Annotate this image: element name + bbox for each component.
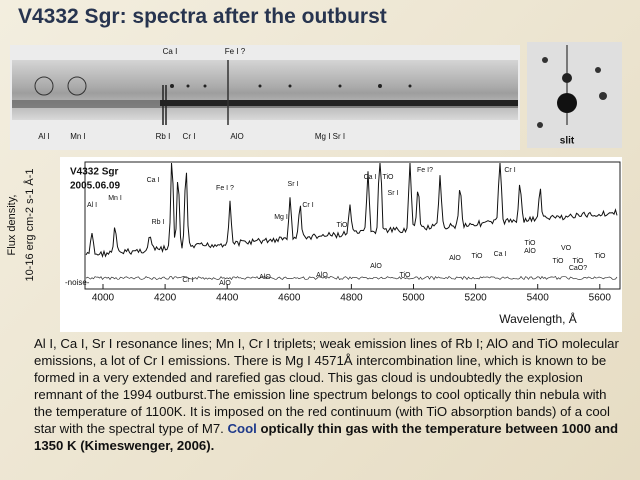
line-label: Rb I — [152, 219, 165, 226]
line-label: AlO — [316, 272, 328, 279]
slit-label: slit — [560, 136, 575, 147]
x-tick-label: 4400 — [216, 293, 239, 304]
strip-label: Al I — [38, 132, 50, 141]
line-label: Ca I — [364, 174, 377, 181]
x-tick-label: 4600 — [278, 293, 301, 304]
x-tick-label: 5400 — [527, 293, 550, 304]
x-tick-label: 5200 — [464, 293, 487, 304]
x-tick-label: 4000 — [92, 293, 115, 304]
line-label: TiO — [382, 174, 394, 181]
line-label: VO — [561, 245, 572, 252]
x-tick-label: 4200 — [154, 293, 177, 304]
line-label: TiO — [336, 222, 348, 229]
x-tick-label: 5600 — [589, 293, 612, 304]
line-label: Cr I — [302, 202, 313, 209]
spectrum-panel — [60, 157, 622, 332]
strip-label: Fe I ? — [225, 47, 246, 56]
line-label: TiO — [572, 258, 584, 265]
line-label: AlO — [524, 248, 536, 255]
line-label: Al I — [87, 202, 97, 209]
line-label: AlO — [259, 274, 271, 281]
line-label: TiO — [399, 272, 411, 279]
noise-label: -noise- — [65, 278, 90, 287]
strip-label: Mg I Sr I — [315, 132, 345, 141]
line-label: Cr I — [504, 167, 515, 174]
line-label: AlO — [219, 280, 231, 287]
line-label: Mn I — [108, 195, 122, 202]
strip-label: Cr I — [183, 132, 196, 141]
line-label: Sr I — [288, 181, 299, 188]
figures: Ca I Fe I ? Al I Mn I Rb I Cr I AlO Mg I Sr I sl… — [5, 42, 622, 332]
line-label: Fe I ? — [216, 185, 234, 192]
line-label: AlO — [370, 263, 382, 270]
x-tick-label: 5000 — [402, 293, 425, 304]
line-label: TiO — [594, 253, 606, 260]
line-label: AlO — [449, 255, 461, 262]
y-axis-label: 10-16 erg cm-2 s-1 Å-1 — [23, 168, 36, 281]
line-label: Cr I — [182, 277, 193, 284]
line-label: Mg I — [274, 214, 288, 221]
line-label: Ca I — [147, 177, 160, 184]
line-label: Sr I — [388, 190, 399, 197]
highlight: Cool — [227, 421, 257, 436]
line-label: Fe I? — [417, 167, 433, 174]
strip-label: AlO — [230, 132, 243, 141]
slide-title: V4332 Sgr: spectra after the outburst — [18, 5, 387, 28]
noise-curve — [85, 275, 618, 281]
conclusion: optically thin gas with the temperature … — [34, 421, 619, 453]
date-label: 2005.06.09 — [70, 181, 120, 192]
x-tick-label: 4800 — [340, 293, 363, 304]
object-label: V4332 Sgr — [70, 167, 118, 178]
body-text: Al I, Ca I, Sr I resonance lines; Mn I, … — [34, 335, 624, 454]
strip-label: Rb I — [156, 132, 171, 141]
y-axis-label: Flux density, — [6, 195, 18, 256]
line-label: TiO — [524, 240, 536, 247]
line-label: TiO — [471, 253, 483, 260]
line-label: TiO — [552, 258, 564, 265]
paragraph: Al I, Ca I, Sr I resonance lines; Mn I, … — [34, 336, 619, 436]
strip-label: Ca I — [163, 47, 178, 56]
strip-image — [10, 45, 520, 150]
line-label: CaO? — [569, 265, 587, 272]
spectrum-curve — [85, 162, 618, 258]
line-label: Ca I — [494, 251, 507, 258]
slit-image — [527, 42, 622, 148]
strip-label: Mn I — [70, 132, 86, 141]
x-axis-label: Wavelength, Å — [499, 311, 577, 326]
